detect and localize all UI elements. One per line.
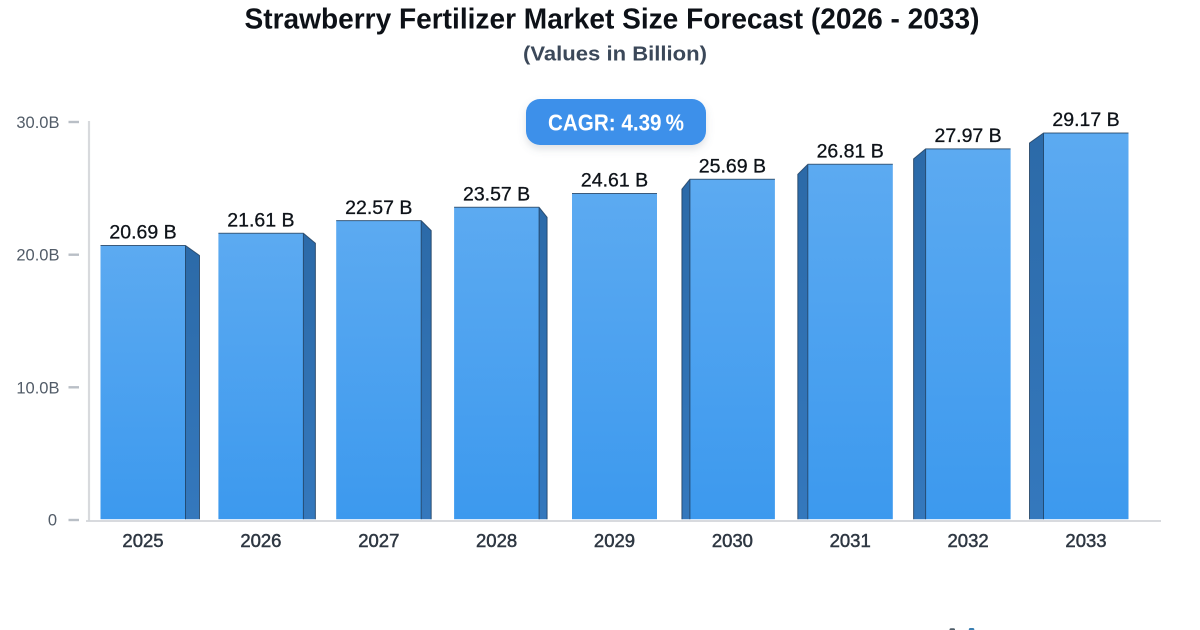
svg-text:30.0B: 30.0B — [16, 114, 59, 132]
svg-text:20.69 B: 20.69 B — [109, 222, 176, 244]
svg-text:27.97 B: 27.97 B — [934, 125, 1001, 147]
svg-text:2032: 2032 — [948, 530, 989, 551]
svg-text:29.17 B: 29.17 B — [1052, 109, 1119, 131]
svg-text:2029: 2029 — [594, 530, 635, 551]
svg-text:2028: 2028 — [476, 530, 517, 551]
svg-text:2026: 2026 — [240, 530, 281, 551]
svg-text:20.0B: 20.0B — [16, 247, 59, 265]
svg-text:2027: 2027 — [358, 530, 399, 551]
svg-text:0: 0 — [48, 512, 57, 530]
svg-text:2033: 2033 — [1065, 530, 1106, 551]
svg-text:CAGR: 4.39 %: CAGR: 4.39 % — [548, 110, 684, 136]
svg-text:24.61 B: 24.61 B — [581, 170, 648, 192]
svg-text:2030: 2030 — [712, 530, 753, 551]
svg-text:22.57 B: 22.57 B — [345, 197, 412, 219]
svg-text:25.69 B: 25.69 B — [699, 155, 766, 177]
svg-text:23.57 B: 23.57 B — [463, 184, 530, 206]
svg-text:10.0B: 10.0B — [16, 379, 59, 397]
svg-text:(Values in Billion): (Values in Billion) — [523, 44, 707, 66]
svg-text:Strawberry Fertilizer Market S: Strawberry Fertilizer Market Size Foreca… — [245, 4, 980, 36]
svg-text:2031: 2031 — [830, 530, 871, 551]
svg-text:26.81 B: 26.81 B — [817, 141, 884, 163]
svg-text:21.61 B: 21.61 B — [227, 210, 294, 232]
svg-text:2025: 2025 — [122, 530, 163, 551]
